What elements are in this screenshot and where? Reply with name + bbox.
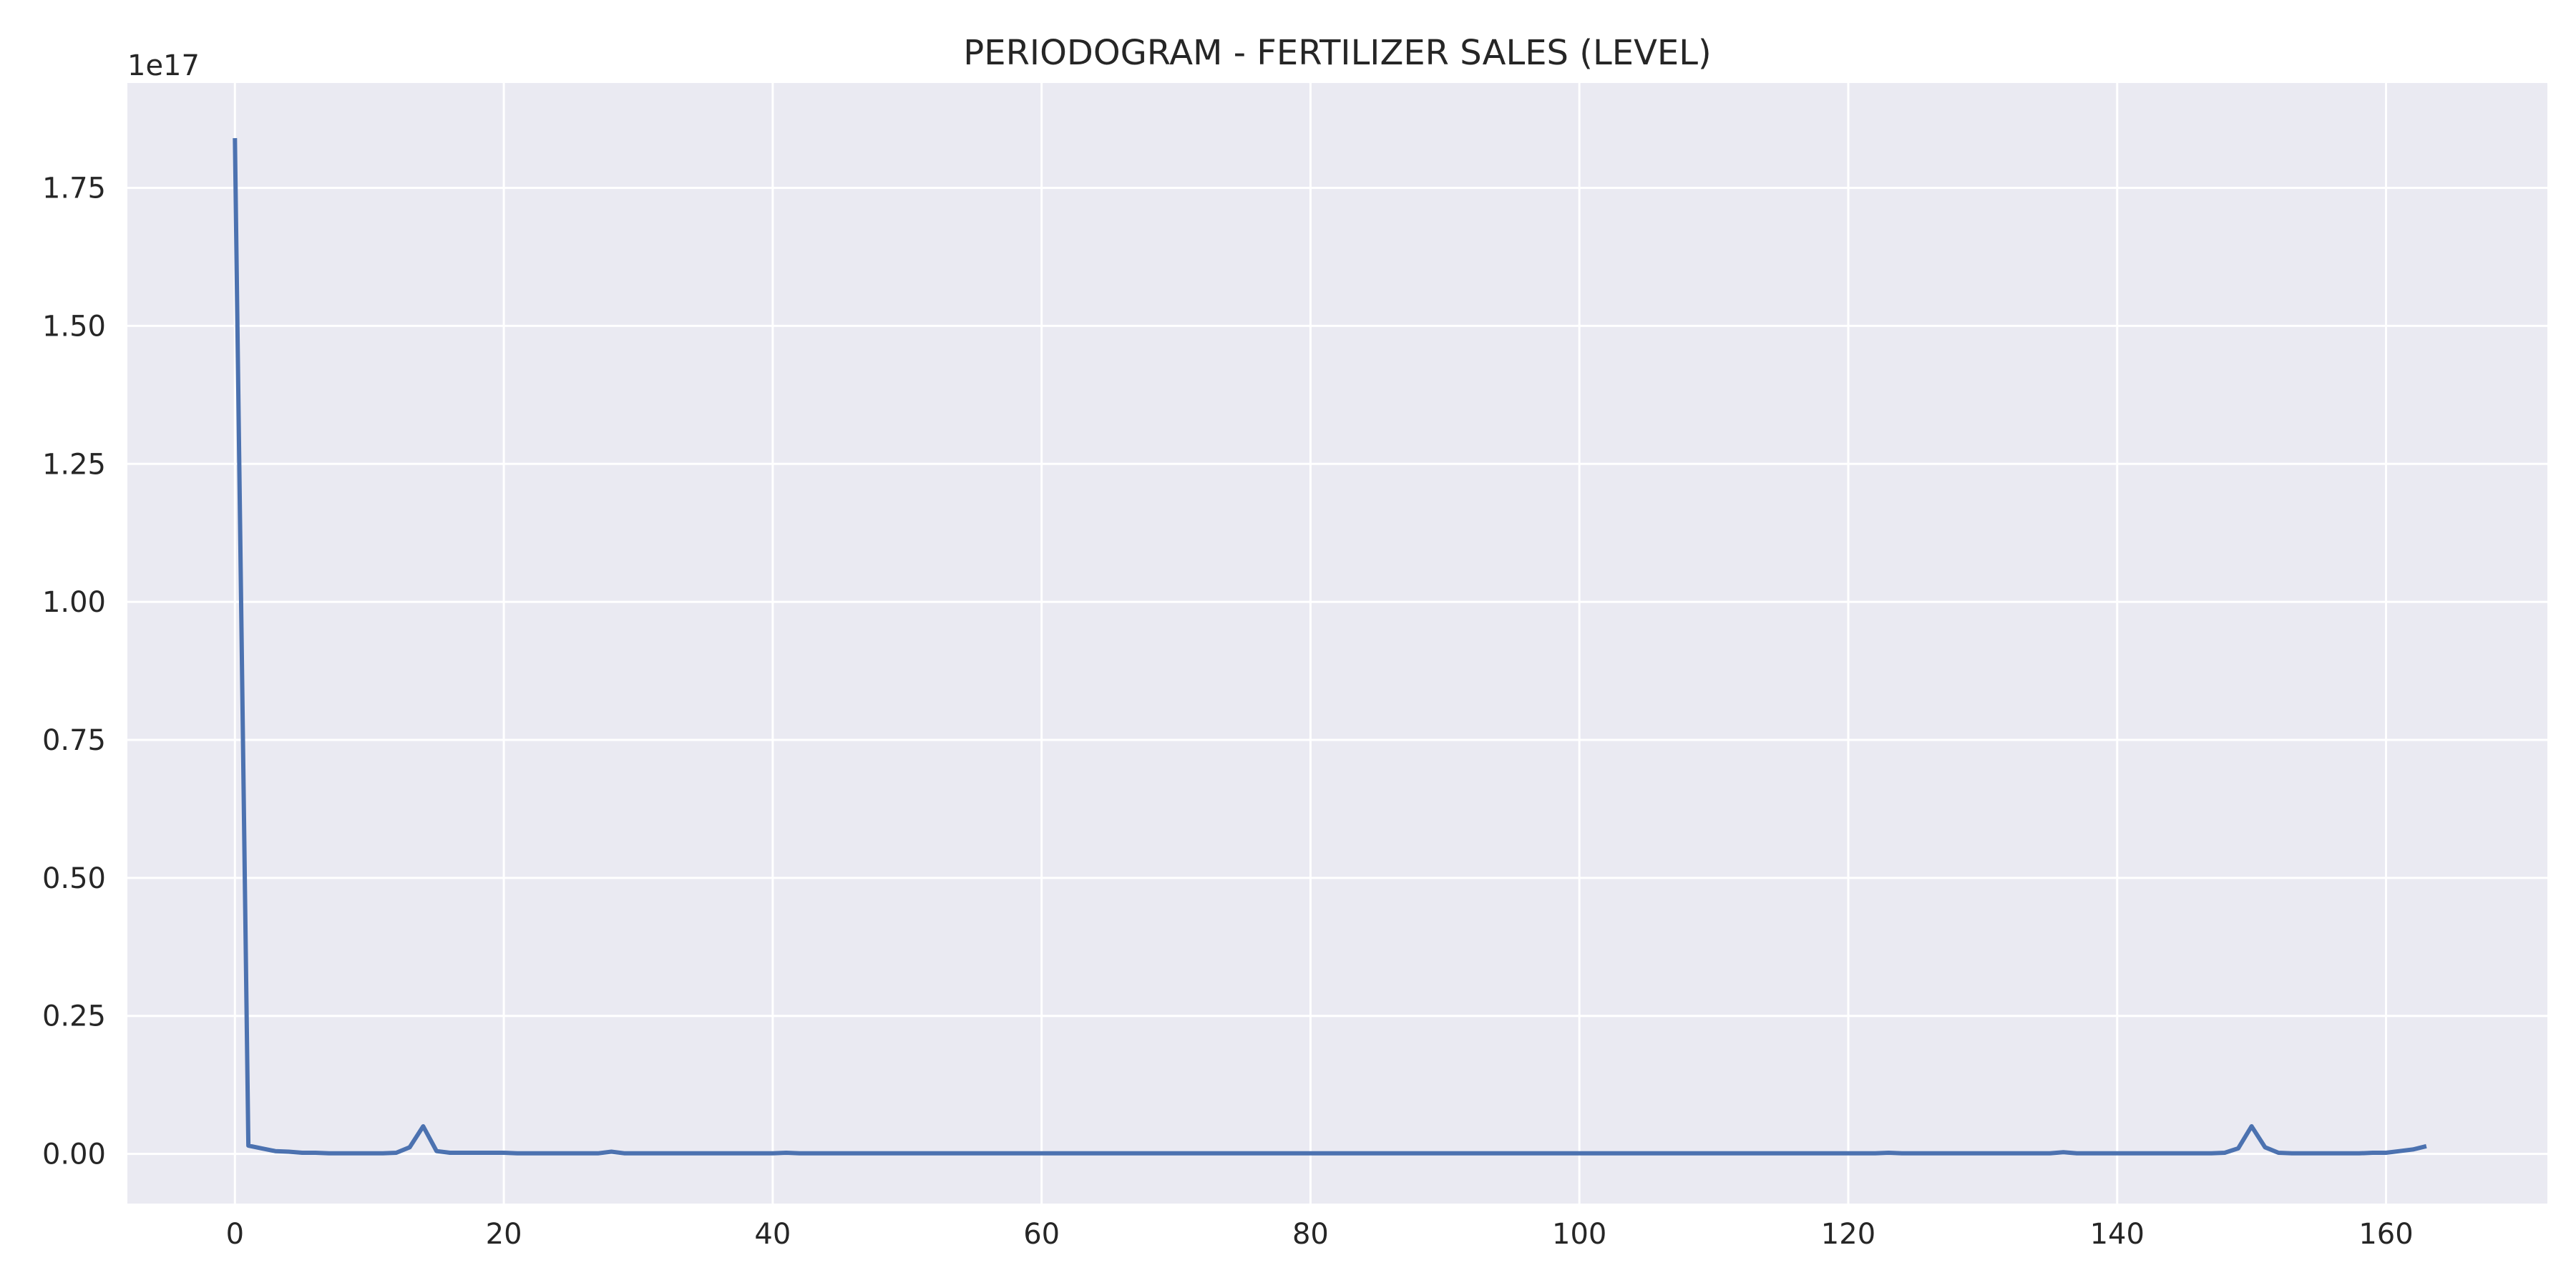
y-tick-label: 1.00 [42,586,106,619]
x-tick-labels: 0 20 40 60 80 100 120 140 160 [226,1218,2414,1251]
y-tick-label: 0.75 [42,724,106,757]
x-tick-label: 80 [1292,1218,1329,1251]
plot-area [127,83,2547,1204]
y-tick-label: 0.50 [42,862,106,895]
chart-title: PERIODOGRAM - FERTILIZER SALES (LEVEL) [963,33,1711,73]
y-tick-labels: 0.00 0.25 0.50 0.75 1.00 1.25 1.50 1.75 [42,172,106,1171]
x-tick-label: 40 [754,1218,791,1251]
periodogram-line [233,138,2427,1156]
y-offset-label: 1e17 [127,49,200,82]
y-tick-label: 1.50 [42,310,106,343]
y-tick-label: 0.25 [42,1000,106,1033]
x-gridlines [233,83,2388,1204]
x-tick-label: 60 [1023,1218,1060,1251]
x-tick-label: 0 [226,1218,244,1251]
y-tick-label: 0.00 [42,1138,106,1171]
x-tick-label: 100 [1552,1218,1606,1251]
x-tick-label: 160 [2358,1218,2413,1251]
y-tick-label: 1.25 [42,448,106,481]
x-tick-label: 140 [2090,1218,2145,1251]
x-tick-label: 120 [1821,1218,1875,1251]
y-tick-label: 1.75 [42,172,106,205]
x-tick-label: 20 [486,1218,522,1251]
